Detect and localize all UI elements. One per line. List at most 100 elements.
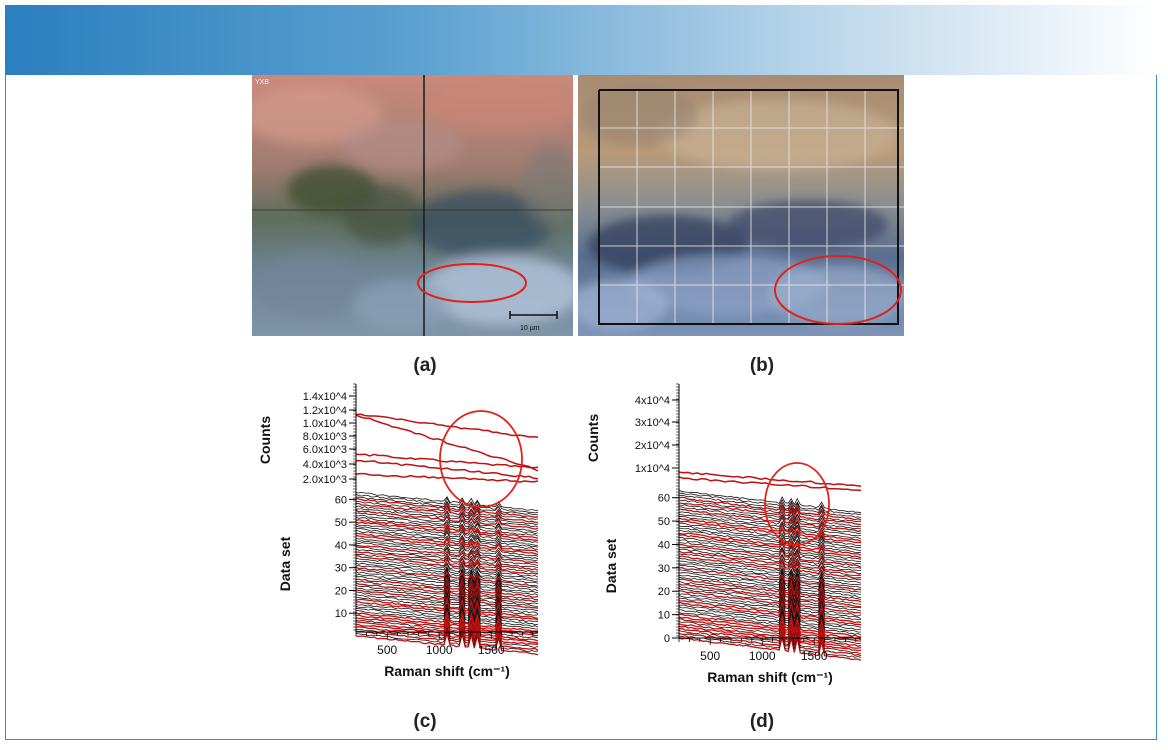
- trace-line: [678, 593, 862, 619]
- trace-line: [678, 619, 862, 645]
- trace-line: [355, 548, 539, 569]
- trace-line: [355, 574, 539, 598]
- trace-line: [678, 520, 862, 544]
- trace-line: [678, 525, 862, 549]
- trace-line: [678, 555, 862, 579]
- trace-line: [355, 607, 539, 632]
- trace-line: [356, 555, 539, 575]
- trace-line: [679, 599, 862, 624]
- trace-line: [355, 591, 539, 614]
- trace-line: [678, 517, 862, 542]
- counts-trace: [355, 459, 539, 480]
- micrograph-a-image: 10 µm YXB: [252, 75, 573, 336]
- x-tick-label: 1500: [478, 643, 505, 657]
- trace-line: [678, 494, 862, 519]
- trace-line: [678, 631, 862, 657]
- counts-trace: [678, 471, 862, 487]
- trace-line: [678, 511, 862, 534]
- trace-line: [678, 560, 862, 584]
- trace-line: [355, 540, 539, 560]
- trace-line: [678, 589, 862, 614]
- traces: [355, 492, 539, 656]
- dataset-tick-label: 60: [658, 493, 670, 505]
- trace-line: [355, 496, 539, 516]
- trace-line: [678, 571, 862, 596]
- trace-line: [355, 560, 539, 580]
- trace-line: [678, 581, 862, 608]
- trace-line: [678, 586, 862, 612]
- trace-line: [355, 517, 539, 537]
- trace-line: [355, 534, 539, 556]
- trace-line: [355, 521, 538, 541]
- trace-line: [678, 502, 862, 526]
- trace-line: [678, 636, 862, 661]
- trace-line: [678, 600, 862, 626]
- counts-axis-title: Counts: [257, 416, 273, 464]
- dataset-tick-label: 30: [335, 563, 347, 575]
- trace-line: [678, 548, 861, 571]
- counts-tick-label: 1.0x10^4: [303, 418, 347, 430]
- dataset-tick-label: 30: [658, 563, 670, 575]
- trace-line: [355, 596, 539, 619]
- x-tick-label: 1000: [749, 649, 776, 663]
- trace-line: [678, 568, 862, 593]
- trace-line: [678, 603, 862, 628]
- counts-tick-label: 2.0x10^3: [303, 474, 347, 486]
- trace-line: [355, 505, 539, 525]
- counts-tick-label: 8.0x10^3: [303, 431, 347, 443]
- annotation-circle: [439, 410, 523, 508]
- trace-line: [678, 573, 862, 598]
- trace-line: [678, 504, 862, 528]
- trace-line: [355, 528, 539, 548]
- trace-line: [679, 522, 862, 546]
- trace-line: [355, 617, 539, 642]
- trace-line: [355, 612, 539, 635]
- trace-line: [678, 527, 862, 551]
- chart-d: 4x10^4 3x10^4 2x10^4 1x10^4 0 10 20 30 40 50 60 500…: [585, 383, 862, 685]
- trace-line: [678, 578, 862, 603]
- trace-line: [678, 612, 862, 638]
- dataset-tick-label: 50: [335, 517, 347, 529]
- dataset-tick-label: 50: [658, 516, 670, 528]
- counts-tick-label: 4x10^4: [635, 395, 670, 407]
- counts-trace: [678, 476, 862, 492]
- trace-line: [678, 550, 861, 575]
- traces: [678, 489, 862, 661]
- trace-line: [678, 563, 862, 586]
- trace-line: [678, 553, 862, 576]
- x-tick-label: 500: [377, 643, 397, 657]
- header-band: [5, 5, 1157, 75]
- trace-line: [678, 608, 862, 633]
- trace-line: [355, 508, 539, 528]
- micrograph-a: 10 µm YXB: [252, 75, 573, 336]
- panel-label-a: (a): [413, 355, 437, 376]
- trace-line: [355, 563, 539, 583]
- trace-line: [355, 586, 539, 609]
- trace-line: [355, 565, 539, 584]
- trace-line: [678, 606, 862, 630]
- trace-line: [678, 536, 862, 560]
- trace-line: [355, 578, 539, 603]
- trace-line: [678, 580, 862, 605]
- trace-line: [355, 542, 539, 561]
- trace-line: [355, 553, 539, 573]
- micrograph-b-image: [578, 75, 904, 336]
- dataset-tick-label: 10: [335, 608, 347, 620]
- counts-tick-label: 2x10^4: [635, 440, 670, 452]
- dataset-tick-label: 20: [658, 586, 670, 598]
- counts-tick-label: 1.4x10^4: [303, 391, 347, 403]
- x-tick-label: 1500: [801, 649, 828, 663]
- trace-line: [678, 615, 862, 641]
- counts-trace: [355, 453, 539, 469]
- grid-overlay: [599, 90, 904, 324]
- dataset-tick-label: 40: [658, 539, 670, 551]
- trace-line: [678, 539, 862, 562]
- trace-line: [355, 519, 539, 539]
- chart-c: 1.4x10^4 1.2x10^41.0x10^48.0x10^36.0x10^3…: [257, 383, 539, 679]
- dataset-tick-label: 40: [335, 540, 347, 552]
- dataset-tick-label: 0: [664, 633, 670, 645]
- x-axis-title: Raman shift (cm⁻¹): [707, 669, 833, 685]
- trace-line: [678, 584, 862, 609]
- trace-line: [678, 564, 862, 589]
- dataset-tick-label: 10: [658, 610, 670, 622]
